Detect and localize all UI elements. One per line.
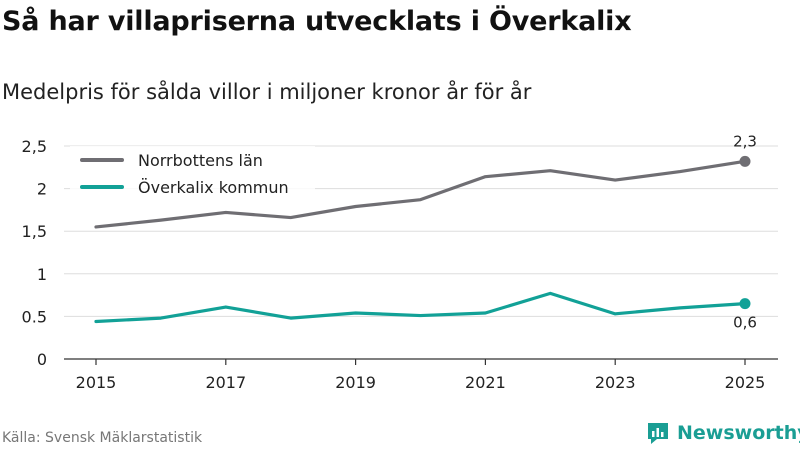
y-tick-label: 0 <box>37 350 47 369</box>
x-tick-label: 2025 <box>725 373 766 392</box>
series-lines: 2,3 0,6 <box>94 132 757 332</box>
legend: Norrbottens län Överkalix kommun <box>70 146 315 204</box>
brand-name: Newsworthy <box>677 422 800 444</box>
legend-label-1: Överkalix kommun <box>138 178 289 197</box>
y-tick-label: 2,5 <box>22 137 47 156</box>
chart-title: Så har villapriserna utvecklats i Överka… <box>2 6 632 37</box>
series-line-0 <box>94 159 747 229</box>
series-end-label-0: 2,3 <box>733 132 757 150</box>
y-axis-ticks: 0 0.5 1 1,5 2 2,5 <box>22 137 47 369</box>
y-tick-label: 2 <box>37 180 47 199</box>
x-tick-label: 2015 <box>76 373 117 392</box>
x-tick-label: 2017 <box>205 373 246 392</box>
y-tick-label: 0.5 <box>22 307 47 326</box>
line-chart: 0 0.5 1 1,5 2 2,5 2015 2017 2019 2021 2023 2025 2,… <box>22 132 778 392</box>
series-end-point-0 <box>739 155 751 167</box>
y-tick-label: 1 <box>37 265 47 284</box>
brand-logo: Newsworthy <box>645 420 800 446</box>
y-tick-label: 1,5 <box>22 222 47 241</box>
legend-label-0: Norrbottens län <box>138 151 263 170</box>
chart-subtitle: Medelpris för sålda villor i miljoner kr… <box>2 80 532 104</box>
series-end-label-1: 0,6 <box>733 314 757 332</box>
x-axis: 2015 2017 2019 2021 2023 2025 <box>64 358 778 392</box>
series-line-1 <box>94 291 747 324</box>
newsworthy-logo-icon <box>648 423 668 444</box>
legend-background <box>70 146 315 204</box>
x-tick-label: 2021 <box>465 373 506 392</box>
x-tick-label: 2023 <box>595 373 636 392</box>
x-tick-label: 2019 <box>335 373 376 392</box>
series-end-point-1 <box>739 298 751 310</box>
source-note: Källa: Svensk Mäklarstatistik <box>2 430 203 446</box>
